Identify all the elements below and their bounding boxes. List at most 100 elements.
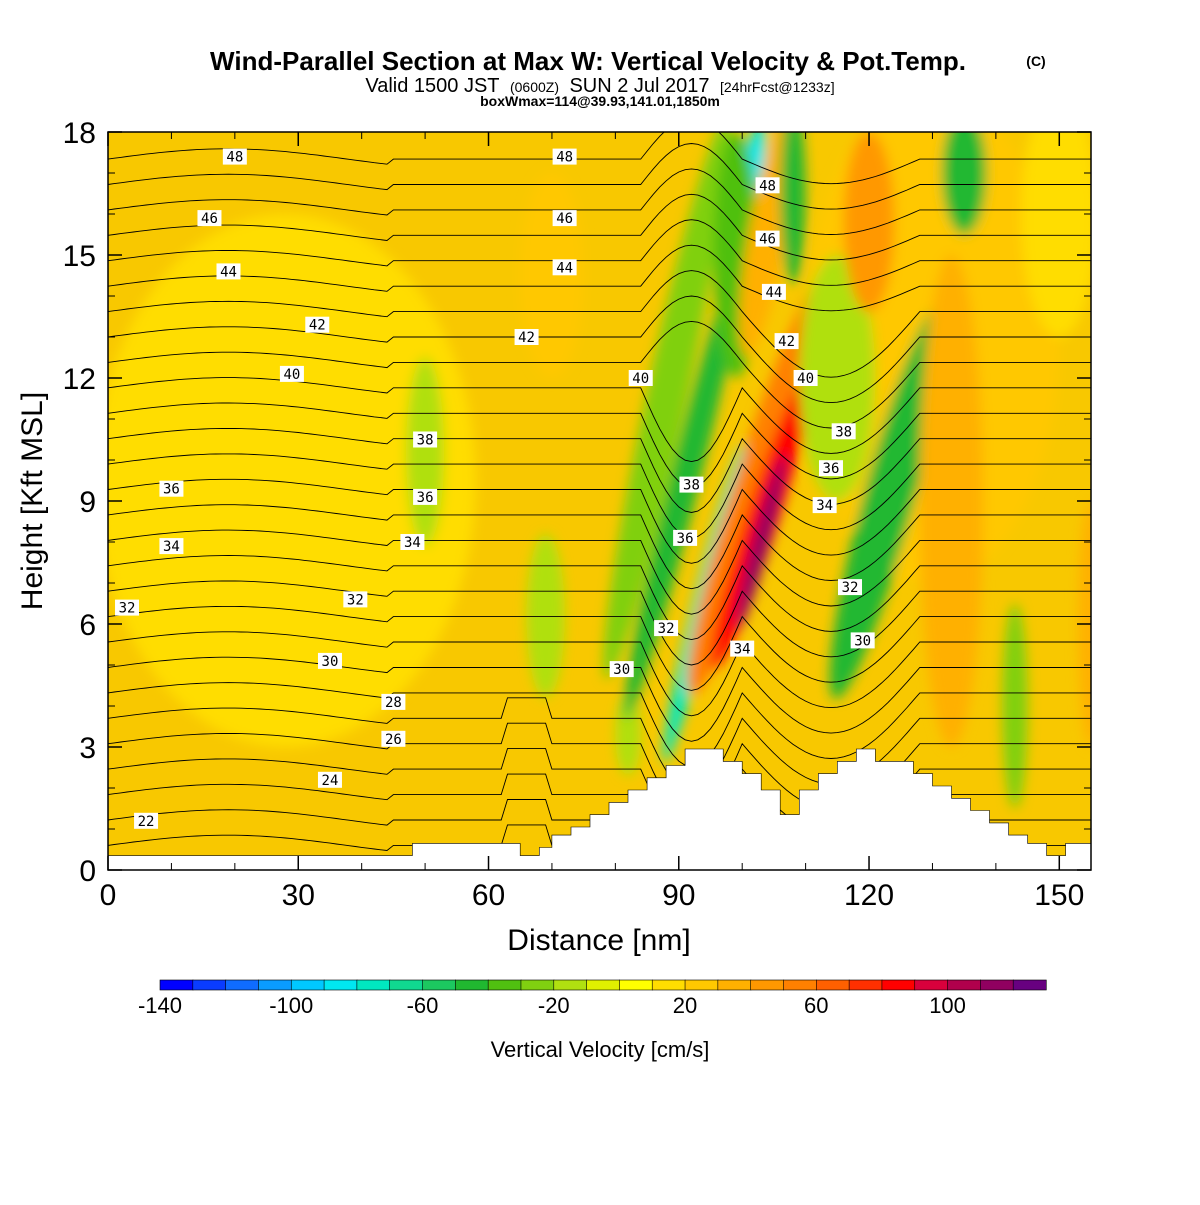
theta-label-text: 24 — [322, 773, 339, 789]
box-info: boxWmax=114@39.93,141.01,1850m — [480, 93, 720, 109]
colorbar-swatch — [323, 979, 358, 991]
theta-label-box — [673, 529, 698, 546]
theta-label-box — [317, 771, 342, 788]
theta-label-text: 44 — [556, 260, 573, 276]
theta-contour-line — [108, 748, 1091, 844]
theta-label: 46 — [197, 210, 222, 227]
colorbar-swatch — [455, 979, 489, 991]
theta-label: 24 — [317, 771, 342, 789]
colorbar-swatch — [947, 979, 981, 991]
colorbar-tick-label: 20 — [673, 993, 697, 1018]
y-tick-label: 9 — [79, 486, 96, 519]
theta-contour-line — [108, 320, 1091, 429]
theta-label-box — [159, 480, 184, 497]
theta-contour-line — [108, 656, 1091, 742]
theta-label-box — [812, 497, 837, 514]
velocity-structure-5 — [615, 693, 641, 776]
theta-label-box — [609, 661, 634, 678]
theta-label-text: 36 — [163, 482, 180, 498]
colorbar-swatch — [815, 979, 850, 991]
theta-contour-line — [108, 295, 1091, 404]
colorbar-swatch — [487, 979, 522, 991]
theta-label: 44 — [216, 263, 241, 280]
colorbar-swatch — [586, 979, 621, 991]
theta-label-text: 30 — [322, 654, 339, 670]
colorbar-swatch — [651, 979, 686, 991]
colorbar-tick-label: -60 — [407, 993, 439, 1018]
y-axis-label: Height [Kft MSL] — [16, 392, 49, 610]
colorbar-label: Vertical Velocity [cm/s] — [491, 1037, 710, 1062]
theta-label-text: 28 — [385, 695, 402, 711]
theta-contour-line — [108, 529, 1091, 615]
y-tick-label: 0 — [79, 855, 96, 888]
theta-label: 36 — [413, 488, 438, 506]
theta-label: 40 — [279, 365, 304, 383]
theta-label: 32 — [115, 599, 140, 617]
theta-label: 30 — [850, 632, 875, 649]
theta-label-box — [216, 263, 241, 280]
colorbar-swatch — [914, 979, 949, 991]
chart-title: Wind-Parallel Section at Max W: Vertical… — [210, 46, 966, 76]
x-tick-label: 120 — [844, 879, 894, 912]
x-tick-label: 30 — [282, 879, 315, 912]
theta-label-box — [514, 329, 539, 345]
theta-contour-line — [108, 478, 1091, 564]
theta-label-text: 44 — [765, 285, 782, 301]
theta-label: 30 — [609, 661, 634, 678]
colorbar-swatch — [750, 979, 785, 991]
theta-label-text: 32 — [842, 580, 859, 596]
theta-label: 46 — [755, 230, 780, 248]
theta-label-text: 40 — [283, 367, 300, 383]
theta-contour-line — [108, 143, 1091, 210]
theta-label: 48 — [755, 177, 780, 194]
theta-label-box — [413, 488, 438, 505]
theta-label-box — [159, 538, 184, 555]
theta-label-box — [755, 230, 780, 247]
velocity-structure-22 — [1002, 603, 1028, 809]
theta-contour-line — [108, 504, 1091, 590]
theta-label-box — [831, 423, 856, 440]
colorbar-swatch — [980, 979, 1014, 991]
theta-label: 30 — [317, 652, 342, 670]
colorbar-swatch — [684, 979, 719, 991]
theta-label: 48 — [222, 148, 247, 166]
theta-contour-line — [108, 722, 1091, 818]
y-tick-label: 18 — [63, 117, 96, 150]
theta-label-box — [730, 640, 755, 657]
velocity-structure-17 — [829, 302, 947, 700]
colorbar-tick-label: 60 — [804, 993, 828, 1018]
theta-label-text: 36 — [417, 490, 434, 506]
theta-label: 40 — [793, 370, 818, 387]
theta-label-text: 42 — [309, 318, 326, 334]
theta-contour-line — [108, 631, 1091, 717]
theta-contour-line — [108, 682, 1091, 768]
theta-contour-line — [108, 132, 1091, 185]
theta-label-box — [755, 177, 780, 194]
theta-label: 28 — [381, 693, 406, 711]
theta-label: 44 — [761, 283, 786, 301]
colorbar-tick-label: -100 — [269, 993, 313, 1018]
theta-label-text: 30 — [613, 662, 630, 678]
theta-label-text: 34 — [404, 535, 421, 551]
colorbar-swatch — [881, 979, 916, 991]
x-tick-label: 60 — [472, 879, 505, 912]
colorbar-swatch — [159, 979, 194, 991]
theta-label-text: 36 — [823, 461, 840, 477]
theta-label: 42 — [774, 333, 799, 350]
theta-label-text: 46 — [556, 211, 573, 227]
theta-contour-line — [108, 193, 1091, 261]
theta-contour-line — [108, 697, 1091, 793]
velocity-structure-3 — [406, 357, 445, 547]
theta-label-text: 38 — [835, 424, 852, 440]
colorbar-swatch — [1012, 979, 1047, 991]
theta-label: 42 — [514, 329, 539, 346]
colorbar-tick-label: -140 — [138, 993, 182, 1018]
terrain-mask — [108, 748, 1091, 870]
theta-label-box — [628, 370, 653, 386]
colorbar-swatch — [356, 979, 391, 991]
theta-label-text: 38 — [417, 433, 434, 449]
theta-label-box — [413, 431, 438, 448]
theta-label-text: 38 — [683, 478, 700, 494]
